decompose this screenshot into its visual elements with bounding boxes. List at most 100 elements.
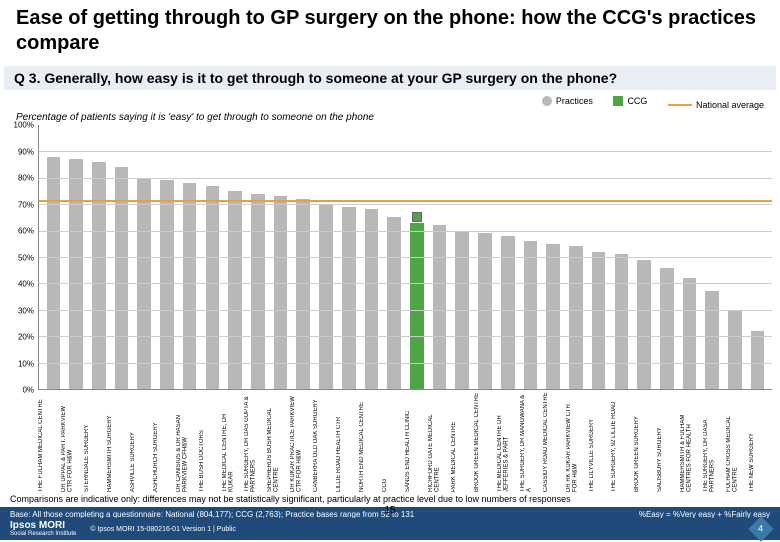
practice-bar <box>615 254 629 389</box>
x-label: SANDS END HEALTH CLINIC <box>405 392 428 492</box>
x-label: HAMMERSMITH SURGERY <box>107 392 130 492</box>
badge-number: 4 <box>758 524 763 534</box>
legend-national: National average <box>668 100 764 110</box>
page-header: Ease of getting through to GP surgery on… <box>0 0 780 64</box>
chart-legend: Practices CCG National average <box>0 94 780 110</box>
legend-national-label: National average <box>696 100 764 110</box>
x-label: NORTH END MEDICAL CENTRE <box>359 392 382 492</box>
practice-bar <box>296 199 310 389</box>
x-label: HAMMERSMITH & FULHAM CENTRES FOR HEALTH <box>680 392 703 492</box>
practice-bar <box>592 252 606 389</box>
ccg-marker-icon <box>412 212 422 222</box>
brand-block: Ipsos MORI Social Research Institute <box>10 521 76 537</box>
y-tick-label: 60% <box>18 227 34 236</box>
x-label: SHEPHERDS BUSH MEDICAL CENTRE <box>267 392 290 492</box>
practice-bar <box>501 236 515 389</box>
brand-name: Ipsos MORI <box>10 521 76 531</box>
page-footer: 15 Ipsos MORI Social Research Institute … <box>0 503 780 540</box>
page-title: Ease of getting through to GP surgery on… <box>16 6 764 56</box>
badge-icon: 4 <box>748 516 773 541</box>
x-label: THE SURGERY, 92 LILLIE ROAD <box>611 392 634 492</box>
grid-line <box>39 283 772 284</box>
x-label: PARK MEDICAL CENTRE <box>451 392 474 492</box>
x-label: CASSIDY ROAD MEDICAL CENTRE <box>543 392 566 492</box>
practice-bar <box>637 260 651 389</box>
bottom-bar: Ipsos MORI Social Research Institute © I… <box>0 518 780 540</box>
practice-bar <box>683 278 697 389</box>
national-avg-line <box>39 200 772 202</box>
ccg-bar <box>410 223 424 389</box>
brand-subtitle: Social Research Institute <box>10 531 76 537</box>
practice-bar <box>569 246 583 389</box>
page-number: 15 <box>0 503 780 518</box>
y-tick-label: 80% <box>18 174 34 183</box>
x-label: THE SURGERY, DR DASA PARTNERS <box>703 392 726 492</box>
practice-bar <box>546 244 560 389</box>
practice-bar <box>47 157 61 389</box>
practice-bar <box>705 291 719 389</box>
x-label: THE MEDICAL CENTRE, DR KUKAR <box>222 392 245 492</box>
x-label: DR UPPAL & PART. PARKVIEW CTR FOR H&W <box>61 392 84 492</box>
x-label: BROOK GREEN MEDICAL CENTRE <box>474 392 497 492</box>
chart-area: 0%10%20%30%40%50%60%70%80%90%100% <box>8 125 772 390</box>
x-label: CCG <box>382 392 405 492</box>
x-label: THE NEW SURGERY <box>749 392 772 492</box>
question-bar: Q 3. Generally, how easy is it to get th… <box>4 66 776 90</box>
x-label: THE SURGERY, DR DAS GUPTA & PARTNERS <box>244 392 267 492</box>
y-tick-label: 30% <box>18 306 34 315</box>
y-tick-label: 40% <box>18 280 34 289</box>
x-label: ASHVILLE SURGERY <box>130 392 153 492</box>
grid-line <box>39 310 772 311</box>
practice-bar <box>206 186 220 389</box>
y-tick-label: 70% <box>18 200 34 209</box>
practice-bar <box>228 191 242 389</box>
chart-subtitle: Percentage of patients saying it is 'eas… <box>0 110 780 125</box>
grid-line <box>39 151 772 152</box>
practice-bar <box>728 310 742 389</box>
practice-bar <box>524 241 538 389</box>
practices-swatch-icon <box>542 96 552 106</box>
x-label: THE MEDICAL CENTRE DR JEFFERIES & PART <box>497 392 520 492</box>
x-label: THE FULHAM MEDICAL CENTRE <box>38 392 61 492</box>
legend-practices: Practices <box>542 96 593 106</box>
legend-practices-label: Practices <box>556 96 593 106</box>
y-axis: 0%10%20%30%40%50%60%70%80%90%100% <box>8 125 38 390</box>
national-line-icon <box>668 104 692 106</box>
grid-line <box>39 231 772 232</box>
grid-line <box>39 257 772 258</box>
x-label: LILLIE ROAD HEALTH CTR <box>336 392 359 492</box>
practice-bar <box>319 204 333 389</box>
legend-ccg: CCG <box>613 96 647 106</box>
practice-bar <box>160 180 174 389</box>
grid-line <box>39 204 772 205</box>
x-label: DR RK KUKAR PARKVIEW CTR FOR H&W <box>566 392 589 492</box>
practice-bar <box>69 159 83 389</box>
x-label: ASHCHURCH SURGERY <box>153 392 176 492</box>
grid-line <box>39 363 772 364</box>
plot-area <box>38 125 772 390</box>
y-tick-label: 50% <box>18 253 34 262</box>
practice-bar <box>251 194 265 389</box>
grid-line <box>39 336 772 337</box>
y-tick-label: 90% <box>18 147 34 156</box>
x-label: DR KUKAR PRACTICE PARKVIEW CTR FOR H&W <box>290 392 313 492</box>
x-axis-labels: THE FULHAM MEDICAL CENTREDR UPPAL & PART… <box>38 390 772 492</box>
practice-bar <box>433 225 447 389</box>
x-label: THE SURGERY, DR MANGWANA & A <box>520 392 543 492</box>
x-label: THE LILYVILLE SURGERY <box>589 392 612 492</box>
x-label: FULHAM CROSS MEDICAL CENTRE <box>726 392 749 492</box>
y-tick-label: 10% <box>18 359 34 368</box>
x-label: RICHFORD GATE MEDICAL CENTRE <box>428 392 451 492</box>
y-tick-label: 100% <box>14 121 34 130</box>
x-label: CANBERRA OLD OAK SURGERY <box>313 392 336 492</box>
ccg-swatch-icon <box>613 96 623 106</box>
x-label: DR CANISIUS & DR HASAN PARKVIEW CFH&W <box>176 392 199 492</box>
x-label: BROOK GREEN SURGERY <box>634 392 657 492</box>
x-label: THE BUSH DOCTORS <box>199 392 222 492</box>
x-label: SALISBURY SURGERY <box>657 392 680 492</box>
practice-bar <box>274 196 288 389</box>
y-tick-label: 20% <box>18 333 34 342</box>
practice-bar <box>751 331 765 389</box>
practice-bar <box>660 268 674 389</box>
legend-ccg-label: CCG <box>627 96 647 106</box>
